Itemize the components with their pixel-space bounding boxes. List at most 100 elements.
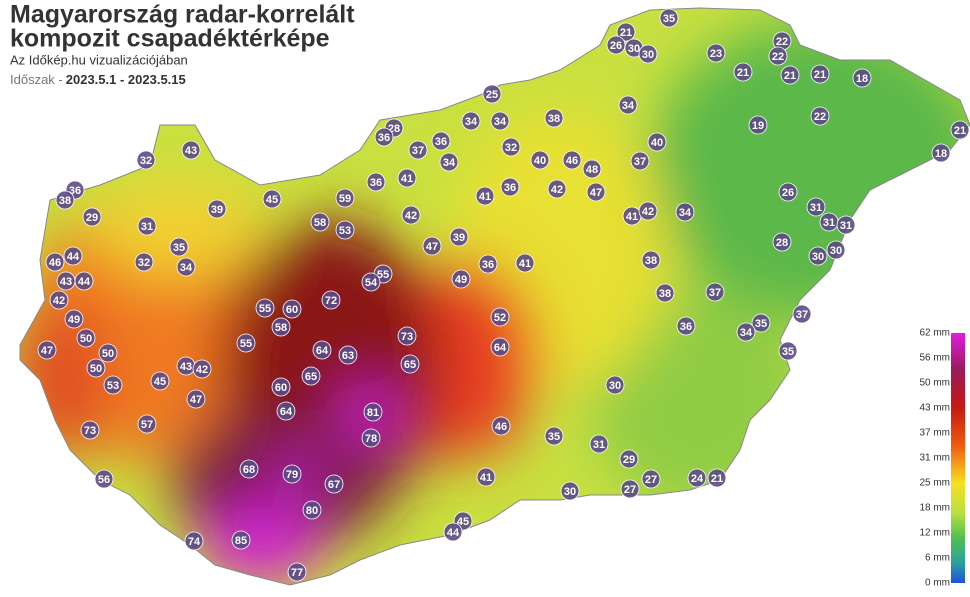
station-marker — [431, 131, 451, 151]
station-value: 50 — [102, 348, 114, 360]
station-marker — [282, 464, 302, 484]
station-marker — [778, 341, 798, 361]
station-value: 27 — [624, 484, 636, 496]
station-value: 58 — [275, 322, 287, 334]
station-marker — [400, 354, 420, 374]
station-value: 27 — [645, 474, 657, 486]
station-value: 53 — [107, 380, 119, 392]
station-value: 38 — [548, 113, 560, 125]
station-value: 38 — [645, 255, 657, 267]
station-marker — [134, 252, 154, 272]
station-value: 35 — [782, 346, 794, 358]
station-marker — [461, 111, 481, 131]
station-marker — [931, 143, 951, 163]
station-marker — [94, 469, 114, 489]
station-marker — [276, 401, 296, 421]
station-marker — [271, 317, 291, 337]
station-value: 22 — [772, 51, 784, 63]
station-value: 40 — [534, 155, 546, 167]
station-value: 55 — [259, 303, 271, 315]
station-value: 36 — [370, 177, 382, 189]
station-marker — [748, 115, 768, 135]
station-value: 56 — [98, 474, 110, 486]
legend-label: 43 mm — [919, 403, 950, 414]
station-value: 81 — [367, 407, 379, 419]
station-marker — [271, 377, 291, 397]
station-marker — [675, 202, 695, 222]
station-value: 49 — [455, 274, 467, 286]
station-marker — [501, 137, 521, 157]
station-marker — [374, 127, 394, 147]
station-value: 30 — [642, 49, 654, 61]
station-value: 44 — [67, 251, 80, 263]
station-marker — [619, 449, 639, 469]
station-value: 47 — [590, 187, 602, 199]
station-marker — [64, 309, 84, 329]
station-value: 21 — [711, 473, 723, 485]
legend-label: 56 mm — [919, 353, 950, 364]
station-value: 42 — [405, 210, 417, 222]
legend-label: 31 mm — [919, 453, 950, 464]
station-value: 26 — [610, 40, 622, 52]
station-value: 47 — [41, 345, 53, 357]
station-marker — [641, 250, 661, 270]
station-value: 18 — [856, 73, 868, 85]
station-marker — [589, 434, 609, 454]
station-marker — [950, 120, 970, 140]
legend-label: 62 mm — [919, 328, 950, 339]
station-marker — [705, 282, 725, 302]
station-marker — [707, 468, 727, 488]
station-value: 55 — [377, 269, 389, 281]
station-marker — [500, 177, 520, 197]
station-value: 85 — [235, 535, 247, 547]
station-value: 23 — [710, 48, 722, 60]
station-marker — [192, 359, 212, 379]
station-marker — [181, 140, 201, 160]
station-value: 21 — [620, 27, 632, 39]
station-marker — [255, 298, 275, 318]
station-marker — [620, 479, 640, 499]
station-marker — [335, 220, 355, 240]
legend-label: 0 mm — [925, 578, 950, 589]
legend-label: 6 mm — [925, 553, 950, 564]
station-value: 36 — [482, 259, 494, 271]
station-marker — [86, 358, 106, 378]
station-marker — [476, 467, 496, 487]
station-value: 46 — [566, 155, 578, 167]
station-value: 34 — [622, 100, 635, 112]
station-value: 43 — [180, 361, 192, 373]
station-value: 63 — [342, 350, 354, 362]
station-value: 36 — [504, 182, 516, 194]
station-value: 31 — [823, 217, 835, 229]
period-label: Időszak - — [10, 72, 63, 87]
station-marker — [56, 271, 76, 291]
station-marker — [63, 246, 83, 266]
station-value: 35 — [173, 242, 185, 254]
station-value: 42 — [53, 295, 65, 307]
station-value: 45 — [266, 194, 278, 206]
station-marker — [82, 207, 102, 227]
station-value: 36 — [680, 321, 692, 333]
station-marker — [780, 65, 800, 85]
station-value: 35 — [755, 318, 767, 330]
station-value: 65 — [305, 371, 317, 383]
station-marker — [751, 313, 771, 333]
station-marker — [302, 500, 322, 520]
station-marker — [397, 326, 417, 346]
legend-bar — [951, 333, 965, 583]
station-marker — [810, 106, 830, 126]
station-value: 52 — [494, 312, 506, 324]
legend-label: 18 mm — [919, 503, 950, 514]
station-marker — [638, 44, 658, 64]
station-marker — [808, 246, 828, 266]
title: Magyarország radar-korrelált — [10, 1, 355, 29]
station-value: 48 — [586, 164, 598, 176]
station-marker — [439, 152, 459, 172]
station-value: 50 — [90, 363, 102, 375]
station-value: 39 — [211, 204, 223, 216]
station-marker — [184, 531, 204, 551]
station-value: 67 — [328, 479, 340, 491]
station-marker — [641, 469, 661, 489]
station-marker — [207, 199, 227, 219]
station-value: 72 — [325, 295, 337, 307]
